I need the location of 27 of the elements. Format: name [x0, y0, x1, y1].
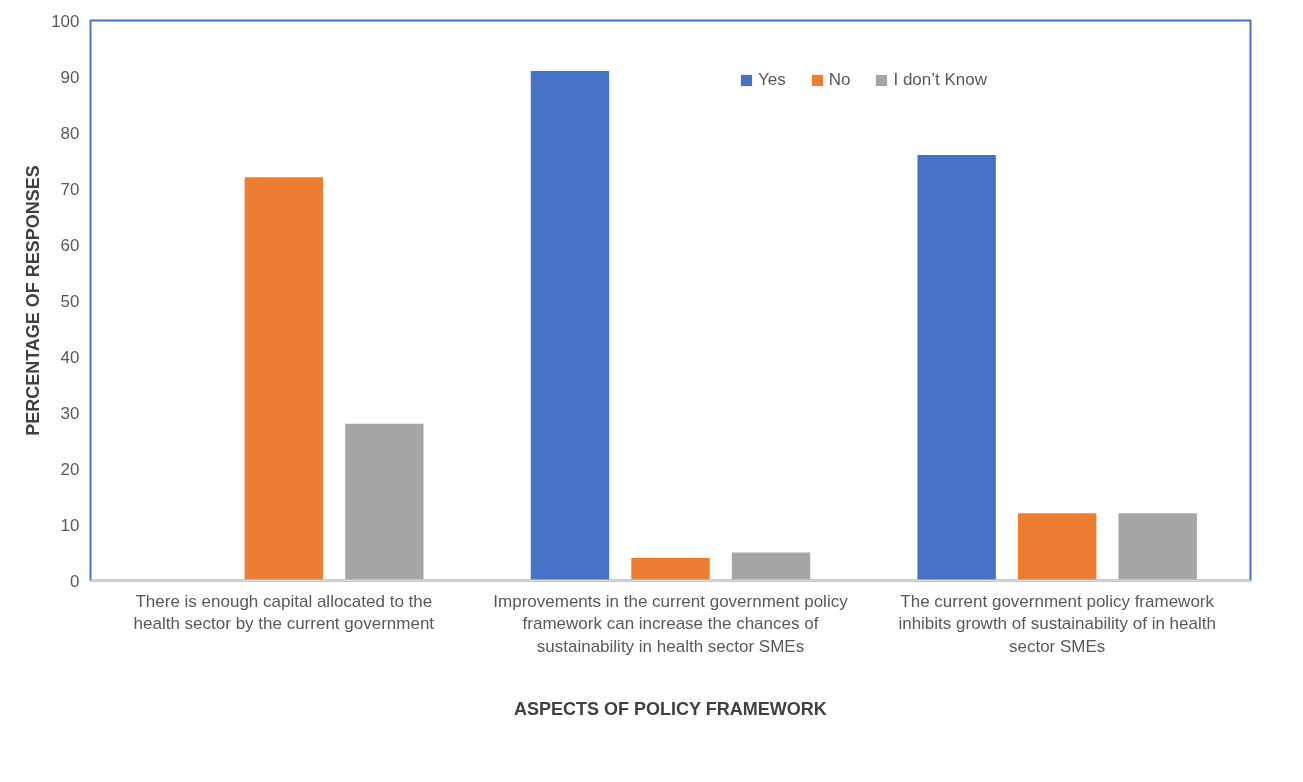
bar: [345, 423, 424, 581]
bar: [1118, 513, 1197, 581]
x-tick-label: The current government policy framework inhibits growth of sustainability of in health sector SMEs: [898, 591, 1216, 657]
y-tick-label: 60: [60, 235, 80, 255]
x-tick-label: There is enough capital allocated to the health sector by the current government: [133, 591, 435, 634]
y-tick-label: 100: [51, 11, 80, 31]
x-axis-title: ASPECTS OF POLICY FRAMEWORK: [514, 699, 827, 720]
bar: [1017, 513, 1097, 581]
y-tick-label: 10: [60, 515, 80, 535]
bar: [530, 70, 610, 581]
legend-label: I don’t Know: [893, 70, 988, 90]
bar: [631, 558, 710, 581]
y-tick-label: 30: [60, 403, 80, 423]
y-tick-label: 40: [60, 347, 80, 367]
legend-label: Yes: [758, 70, 786, 90]
y-tick-label: 90: [60, 67, 80, 87]
y-tick-label: 20: [60, 459, 80, 479]
legend-label: No: [828, 70, 851, 90]
y-tick-label: 0: [70, 571, 80, 591]
y-tick-label: 80: [60, 123, 80, 143]
y-tick-label: 50: [60, 291, 80, 311]
bar: [917, 154, 996, 581]
bar: [731, 552, 811, 581]
x-tick-label: Improvements in the current government policy framework can increase the chances of sustainability in health sector SMEs: [493, 591, 849, 657]
bar: [244, 177, 324, 581]
y-tick-label: 70: [60, 179, 80, 199]
y-axis-title: PERCENTAGE OF RESPONSES: [23, 165, 44, 436]
